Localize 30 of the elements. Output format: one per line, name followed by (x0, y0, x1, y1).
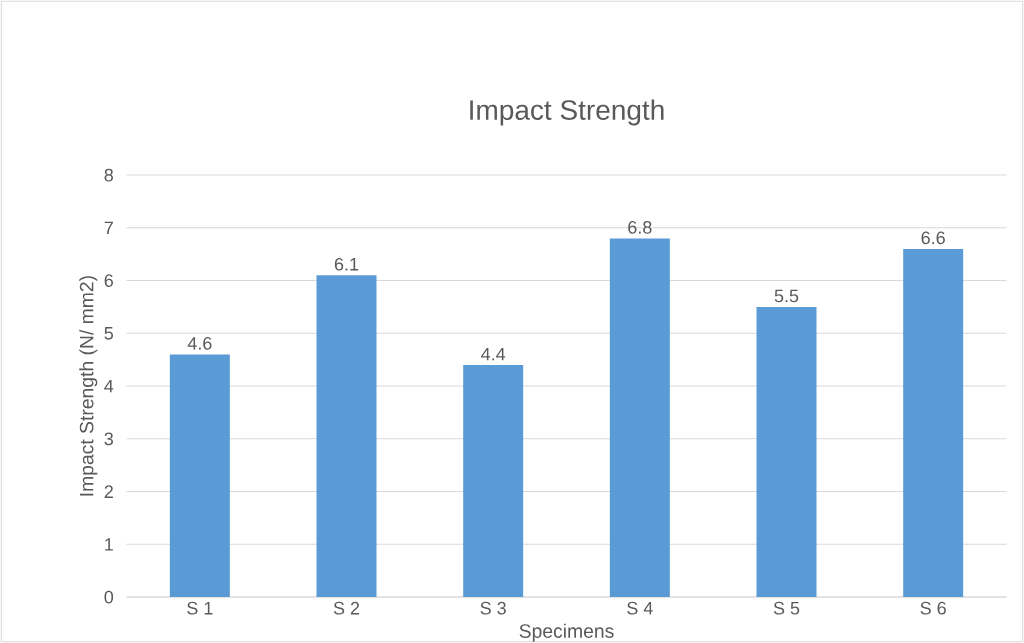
x-tick-label: S 6 (920, 601, 946, 615)
bar (316, 275, 377, 598)
data-label: 6.8 (628, 220, 652, 234)
data-label: 6.1 (334, 257, 359, 271)
chart-title: Impact Strength (470, 99, 664, 126)
y-tick-label: 6 (104, 274, 113, 287)
y-tick-label: 0 (104, 590, 114, 604)
data-label: 5.5 (774, 289, 799, 303)
data-label: 6.6 (921, 231, 945, 245)
bar (609, 238, 670, 598)
bar (903, 248, 964, 598)
data-label: 4.6 (187, 337, 212, 350)
y-tick-label: 1 (105, 538, 113, 551)
y-axis-title: Impact Strength (N/ mm2) (79, 276, 98, 496)
bar (756, 306, 817, 598)
y-tick-label: 5 (104, 327, 114, 340)
x-tick-label: S 1 (187, 601, 213, 615)
y-tick-label: 3 (104, 432, 113, 446)
y-tick-label: 2 (104, 485, 113, 498)
y-tick-label: 4 (104, 379, 114, 393)
x-tick-label: S 2 (333, 601, 360, 615)
data-label: 4.4 (481, 347, 506, 361)
x-tick-label: S 4 (627, 601, 653, 615)
y-tick-label: 7 (104, 221, 113, 235)
y-tick-label: 8 (104, 168, 113, 182)
bar (169, 354, 230, 598)
x-tick-label: S 3 (480, 601, 506, 615)
x-axis-title: Specimens (519, 623, 614, 642)
x-tick-label: S 5 (773, 601, 800, 615)
bar (463, 365, 524, 598)
